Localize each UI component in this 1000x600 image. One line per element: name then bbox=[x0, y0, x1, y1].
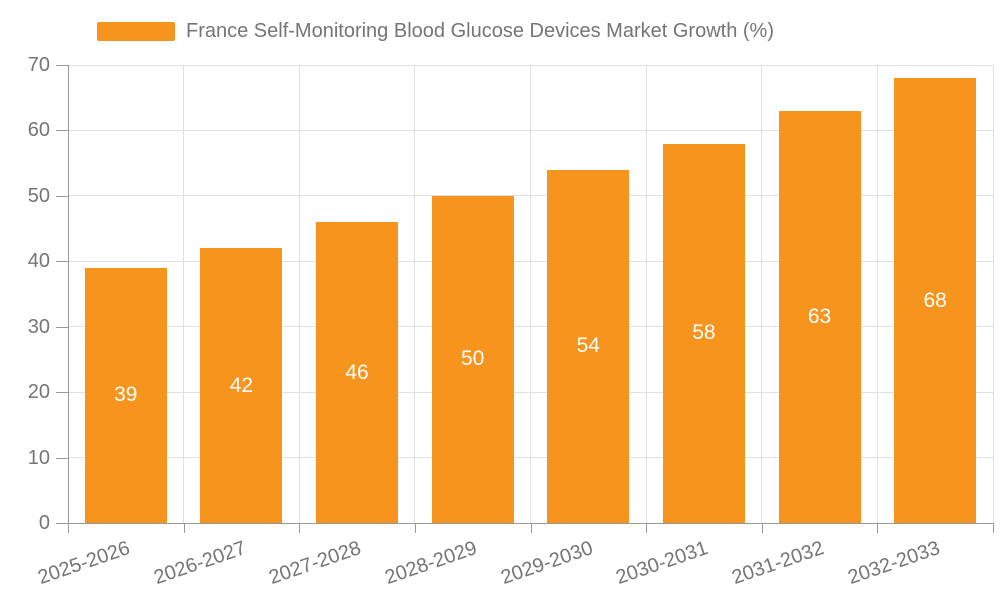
legend[interactable]: France Self-Monitoring Blood Glucose Dev… bbox=[97, 20, 774, 43]
y-axis-tick-label: 0 bbox=[38, 512, 50, 534]
bar-2032-2033[interactable]: 68 bbox=[894, 78, 977, 523]
x-axis-tick bbox=[414, 523, 416, 533]
y-axis-tick-label: 10 bbox=[27, 446, 50, 469]
y-axis-tick bbox=[56, 523, 68, 524]
gridline-vertical bbox=[876, 65, 878, 523]
bar-2025-2026[interactable]: 39 bbox=[84, 267, 167, 523]
bar-2029-2030[interactable]: 54 bbox=[547, 169, 630, 523]
gridline-vertical bbox=[992, 65, 994, 523]
x-axis-tick bbox=[877, 523, 879, 533]
x-axis-tick-label: 2032-2033 bbox=[844, 537, 943, 589]
y-axis-tick bbox=[56, 326, 68, 328]
bar-2028-2029[interactable]: 50 bbox=[431, 195, 514, 523]
x-axis-tick-label: 2028-2029 bbox=[382, 537, 480, 589]
bar-value-label: 63 bbox=[807, 304, 832, 328]
gridline-vertical bbox=[298, 65, 300, 523]
x-axis-tick bbox=[68, 523, 69, 533]
x-axis-tick bbox=[299, 523, 301, 533]
bar-2031-2032[interactable]: 63 bbox=[778, 110, 861, 523]
legend-label: France Self-Monitoring Blood Glucose Dev… bbox=[186, 20, 774, 42]
x-axis-tick-label: 2025-2026 bbox=[35, 537, 133, 589]
y-axis-tick-label: 40 bbox=[27, 250, 50, 273]
y-axis-tick-label: 70 bbox=[27, 54, 50, 76]
x-axis-tick-label: 2030-2031 bbox=[613, 537, 712, 589]
gridline-vertical bbox=[183, 65, 185, 523]
x-axis-tick bbox=[530, 523, 532, 533]
bar-2026-2027[interactable]: 42 bbox=[200, 248, 283, 523]
plot-area: 39 42 46 50 54 58 63 68 bbox=[68, 64, 994, 523]
bar-2027-2028[interactable]: 46 bbox=[316, 222, 399, 523]
y-axis-tick bbox=[56, 392, 68, 394]
y-axis-tick-label: 50 bbox=[27, 184, 50, 207]
gridline-vertical bbox=[414, 65, 416, 523]
y-axis-tick-label: 60 bbox=[27, 119, 50, 142]
y-axis-tick-label: 30 bbox=[27, 315, 50, 338]
bar-value-label: 54 bbox=[576, 334, 600, 358]
x-axis-tick-label: 2029-2030 bbox=[497, 537, 596, 589]
bar-value-label: 46 bbox=[345, 360, 369, 384]
gridline-vertical bbox=[761, 65, 763, 523]
x-axis-tick bbox=[183, 523, 185, 533]
x-axis-tick bbox=[993, 523, 994, 533]
y-axis-tick bbox=[56, 261, 68, 263]
bar-value-label: 39 bbox=[114, 383, 138, 407]
y-axis-tick bbox=[56, 457, 68, 459]
x-axis-tick bbox=[761, 523, 763, 533]
bar-2030-2031[interactable]: 58 bbox=[662, 143, 745, 523]
x-axis-tick-label: 2031-2032 bbox=[729, 537, 827, 589]
bar-value-label: 42 bbox=[229, 373, 254, 397]
y-axis-tick-label: 20 bbox=[27, 381, 50, 404]
x-axis-tick-label: 2026-2027 bbox=[150, 537, 249, 589]
y-axis-tick bbox=[56, 195, 68, 197]
y-axis-line bbox=[68, 65, 69, 523]
bar-value-label: 58 bbox=[692, 321, 716, 345]
bar-value-label: 68 bbox=[923, 288, 947, 312]
legend-swatch-icon[interactable] bbox=[97, 22, 175, 41]
y-axis-tick bbox=[56, 130, 68, 132]
gridline-vertical bbox=[530, 65, 531, 523]
x-axis-tick-label: 2027-2028 bbox=[266, 537, 365, 589]
y-axis-tick bbox=[56, 65, 68, 66]
x-axis-tick bbox=[646, 523, 648, 533]
bar-value-label: 50 bbox=[461, 347, 485, 371]
gridline-vertical bbox=[645, 65, 647, 523]
